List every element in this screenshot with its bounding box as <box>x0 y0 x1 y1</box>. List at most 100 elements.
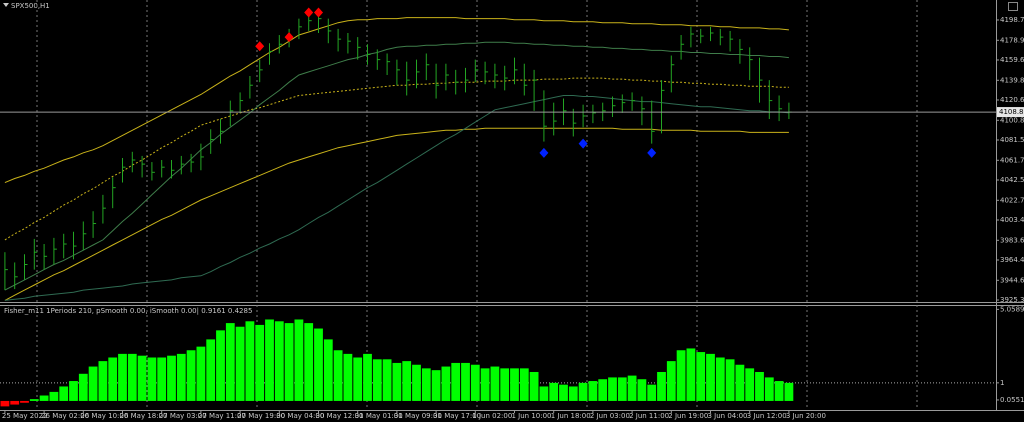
histogram-bar <box>20 400 29 403</box>
histogram-bar <box>725 359 735 401</box>
x-tick-label: 31 May 17:00 <box>433 412 481 420</box>
histogram-bar <box>235 326 245 401</box>
histogram-bar <box>598 379 608 401</box>
histogram-bar <box>402 361 412 401</box>
histogram-bar <box>480 368 490 401</box>
histogram-bar <box>568 386 578 401</box>
histogram-bar <box>578 382 588 401</box>
x-tick-label: 3 Jun 12:00 <box>747 412 787 420</box>
current-price-label: 4108.80 <box>999 108 1024 116</box>
histogram-bar <box>108 357 118 401</box>
x-tick-label: 2 Jun 19:00 <box>668 412 708 420</box>
histogram-bar <box>10 400 20 405</box>
histogram-bar <box>88 366 98 401</box>
y-tick-label: 3925.35 <box>1000 296 1024 304</box>
y-tick-label: 4003.45 <box>1000 216 1024 224</box>
histogram-bar <box>500 368 510 401</box>
histogram-bar <box>225 323 235 401</box>
histogram-bar <box>157 357 167 401</box>
histogram-bar <box>696 352 706 401</box>
histogram-bar <box>431 370 441 401</box>
y-tick-label: 3983.65 <box>1000 236 1024 244</box>
indicator-line <box>4 95 789 301</box>
histogram-bar <box>245 321 255 401</box>
histogram-bar <box>735 364 745 401</box>
y-tick-label: 0.0551 <box>1000 396 1024 404</box>
histogram-bar <box>284 323 294 401</box>
histogram-bar <box>784 382 794 401</box>
y-tick-label: 5.0589 <box>1000 305 1024 313</box>
histogram-bar <box>167 355 176 401</box>
y-tick-label: 4042.50 <box>1000 176 1024 184</box>
x-tick-label: 1 Jun 18:00 <box>551 412 591 420</box>
histogram-bar <box>764 377 774 401</box>
histogram-bar <box>588 381 598 401</box>
signal-marker <box>255 41 265 52</box>
histogram-bar <box>147 357 157 401</box>
histogram-bar <box>412 364 421 401</box>
indicator-line <box>4 41 789 291</box>
histogram-bar <box>186 350 196 401</box>
histogram-bar <box>676 350 686 401</box>
histogram-bar <box>539 386 549 401</box>
menu-arrow[interactable] <box>3 3 9 7</box>
x-tick-label: 1 Jun 02:00 <box>472 412 512 420</box>
x-tick-label: 27 May 11:00 <box>198 412 246 420</box>
histogram-bar <box>510 368 519 401</box>
y-tick-label: 4100.80 <box>1000 116 1024 124</box>
x-tick-label: 30 May 04:00 <box>276 412 324 420</box>
histogram-bar <box>59 386 69 401</box>
histogram-bar <box>559 384 568 401</box>
histogram-bar <box>255 324 265 401</box>
y-tick-label: 4022.70 <box>1000 196 1024 204</box>
signal-marker <box>539 147 549 158</box>
y-tick-label: 1 <box>1000 379 1004 387</box>
histogram-bar <box>127 353 137 401</box>
histogram-bar <box>657 371 666 401</box>
histogram-bar <box>206 339 216 401</box>
histogram-bar <box>666 361 676 401</box>
histogram-bar <box>421 368 431 401</box>
histogram-bar <box>608 377 617 401</box>
y-tick-label: 4139.85 <box>1000 76 1024 84</box>
histogram-bar <box>323 339 333 401</box>
y-tick-label: 4081.55 <box>1000 136 1024 144</box>
window-icon[interactable] <box>1008 2 1018 11</box>
histogram-bar <box>216 330 225 401</box>
histogram-bar <box>745 368 755 401</box>
x-tick-label: 2 Jun 03:00 <box>590 412 630 420</box>
histogram-bar <box>392 362 402 401</box>
x-tick-label: 30 May 12:00 <box>316 412 364 420</box>
histogram-bar <box>304 323 314 401</box>
signal-marker <box>314 7 323 18</box>
x-tick-label: 31 May 09:00 <box>394 412 442 420</box>
x-tick-label: 25 May 2022 <box>2 412 48 420</box>
histogram-bar <box>372 359 382 401</box>
signal-marker <box>284 32 294 43</box>
histogram-bar <box>176 353 186 401</box>
histogram-bar <box>0 400 10 407</box>
x-tick-label: 27 May 03:00 <box>159 412 207 420</box>
x-tick-label: 1 Jun 10:00 <box>512 412 552 420</box>
histogram-bar <box>382 359 392 401</box>
histogram-bar <box>353 357 363 401</box>
histogram-bar <box>637 379 647 401</box>
y-tick-label: 4198.70 <box>1000 16 1024 24</box>
histogram-bar <box>69 381 78 401</box>
y-tick-label: 3944.60 <box>1000 276 1024 284</box>
histogram-bar <box>333 350 343 401</box>
histogram-bar <box>314 328 323 401</box>
x-tick-label: 26 May 02:00 <box>41 412 89 420</box>
histogram-bar <box>49 391 59 401</box>
current-price-box <box>997 107 1024 118</box>
histogram-bar <box>774 381 784 401</box>
histogram-bar <box>706 353 715 401</box>
histogram-bar <box>519 368 529 401</box>
histogram-bar <box>39 395 49 401</box>
histogram-bar <box>529 371 539 401</box>
indicator-line <box>4 127 789 301</box>
x-tick-label: 3 Jun 20:00 <box>786 412 826 420</box>
histogram-bar <box>470 364 480 401</box>
